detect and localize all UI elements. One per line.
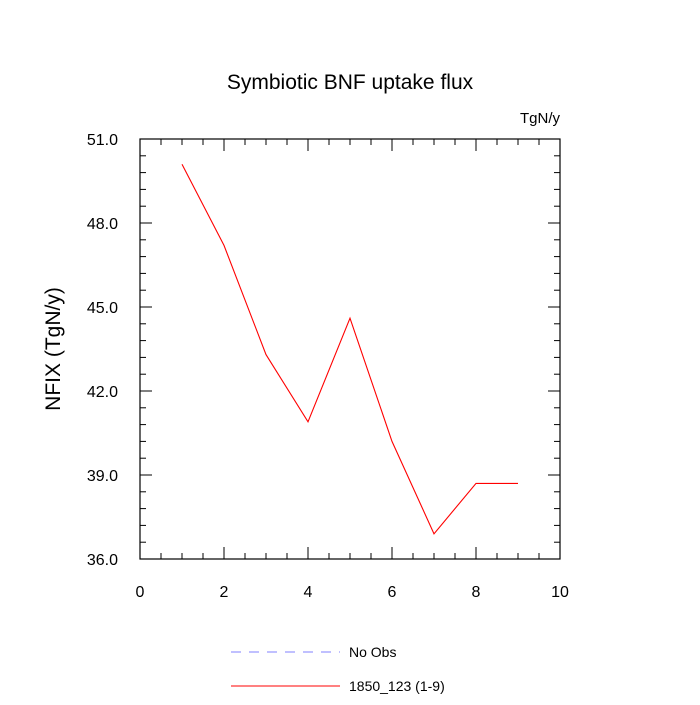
series-line bbox=[181, 163, 518, 535]
x-tick-label: 2 bbox=[220, 584, 229, 601]
x-tick-label: 4 bbox=[304, 584, 313, 601]
axis-ticks bbox=[139, 138, 561, 560]
y-tick-label: 42.0 bbox=[87, 384, 118, 401]
x-tick-label: 6 bbox=[388, 584, 397, 601]
y-tick-label: 39.0 bbox=[87, 468, 118, 485]
units-label: TgN/y bbox=[520, 110, 561, 127]
x-tick-label: 10 bbox=[551, 584, 569, 601]
legend: No Obs 1850_123 (1-9) bbox=[231, 644, 445, 694]
y-tick-label: 45.0 bbox=[87, 300, 118, 317]
y-tick-label: 36.0 bbox=[87, 552, 118, 569]
x-tick-label: 8 bbox=[472, 584, 481, 601]
y-tick-label: 48.0 bbox=[87, 216, 118, 233]
legend-label: No Obs bbox=[349, 644, 396, 660]
y-tick-label: 51.0 bbox=[87, 132, 118, 149]
chart-title: Symbiotic BNF uptake flux bbox=[227, 71, 474, 94]
y-axis-label: NFIX (TgN/y) bbox=[42, 287, 65, 411]
x-tick-label: 0 bbox=[136, 584, 145, 601]
series-lines bbox=[181, 163, 518, 535]
plot-frame bbox=[139, 138, 561, 560]
legend-label: 1850_123 (1-9) bbox=[349, 678, 445, 694]
axis-tick-labels: 0 2 4 6 8 10 36.0 39.0 42.0 45.0 48.0 51.0 bbox=[87, 132, 569, 601]
